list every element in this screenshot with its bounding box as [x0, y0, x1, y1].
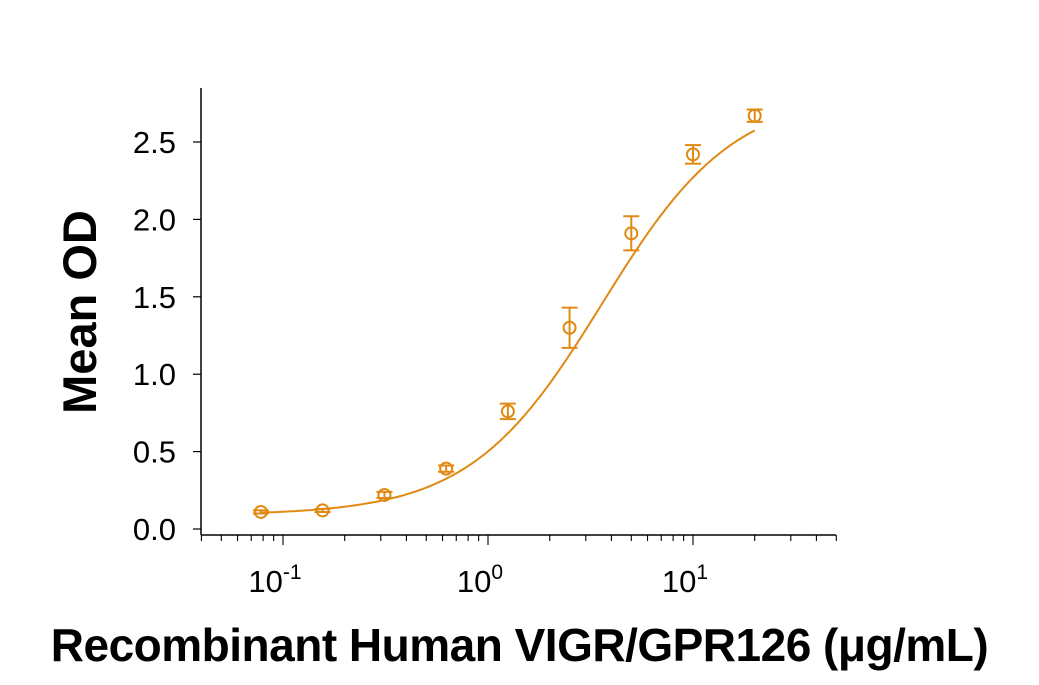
x-tick-label: 101	[662, 561, 708, 599]
y-tick-label: 0.5	[133, 435, 176, 470]
data-point	[376, 487, 393, 502]
data-point	[623, 215, 640, 252]
data-point	[685, 144, 701, 165]
x-axis-ticks: 10-1 100 101	[200, 535, 837, 599]
y-axis-ticks: 0.0 0.5 1.0 1.5 2.0 2.5	[133, 125, 201, 547]
axes	[200, 88, 836, 536]
data-point	[746, 108, 763, 123]
data-point	[314, 503, 331, 518]
y-tick-label: 2.5	[133, 125, 176, 160]
data-point	[499, 402, 516, 421]
x-axis-label: Recombinant Human VIGR/GPR126 (μg/mL)	[50, 619, 989, 671]
y-tick-label: 1.5	[133, 280, 176, 315]
y-tick-label: 0.0	[133, 512, 176, 547]
y-axis-label: Mean OD	[53, 210, 106, 414]
data-point	[252, 504, 269, 519]
fit-curve	[260, 129, 756, 514]
data-point	[438, 461, 455, 476]
x-tick-label: 10-1	[248, 561, 301, 599]
data-point	[561, 306, 578, 349]
x-tick-label: 100	[457, 561, 503, 599]
data-points	[252, 108, 763, 519]
y-tick-label: 2.0	[133, 202, 176, 237]
y-tick-label: 1.0	[133, 357, 176, 392]
